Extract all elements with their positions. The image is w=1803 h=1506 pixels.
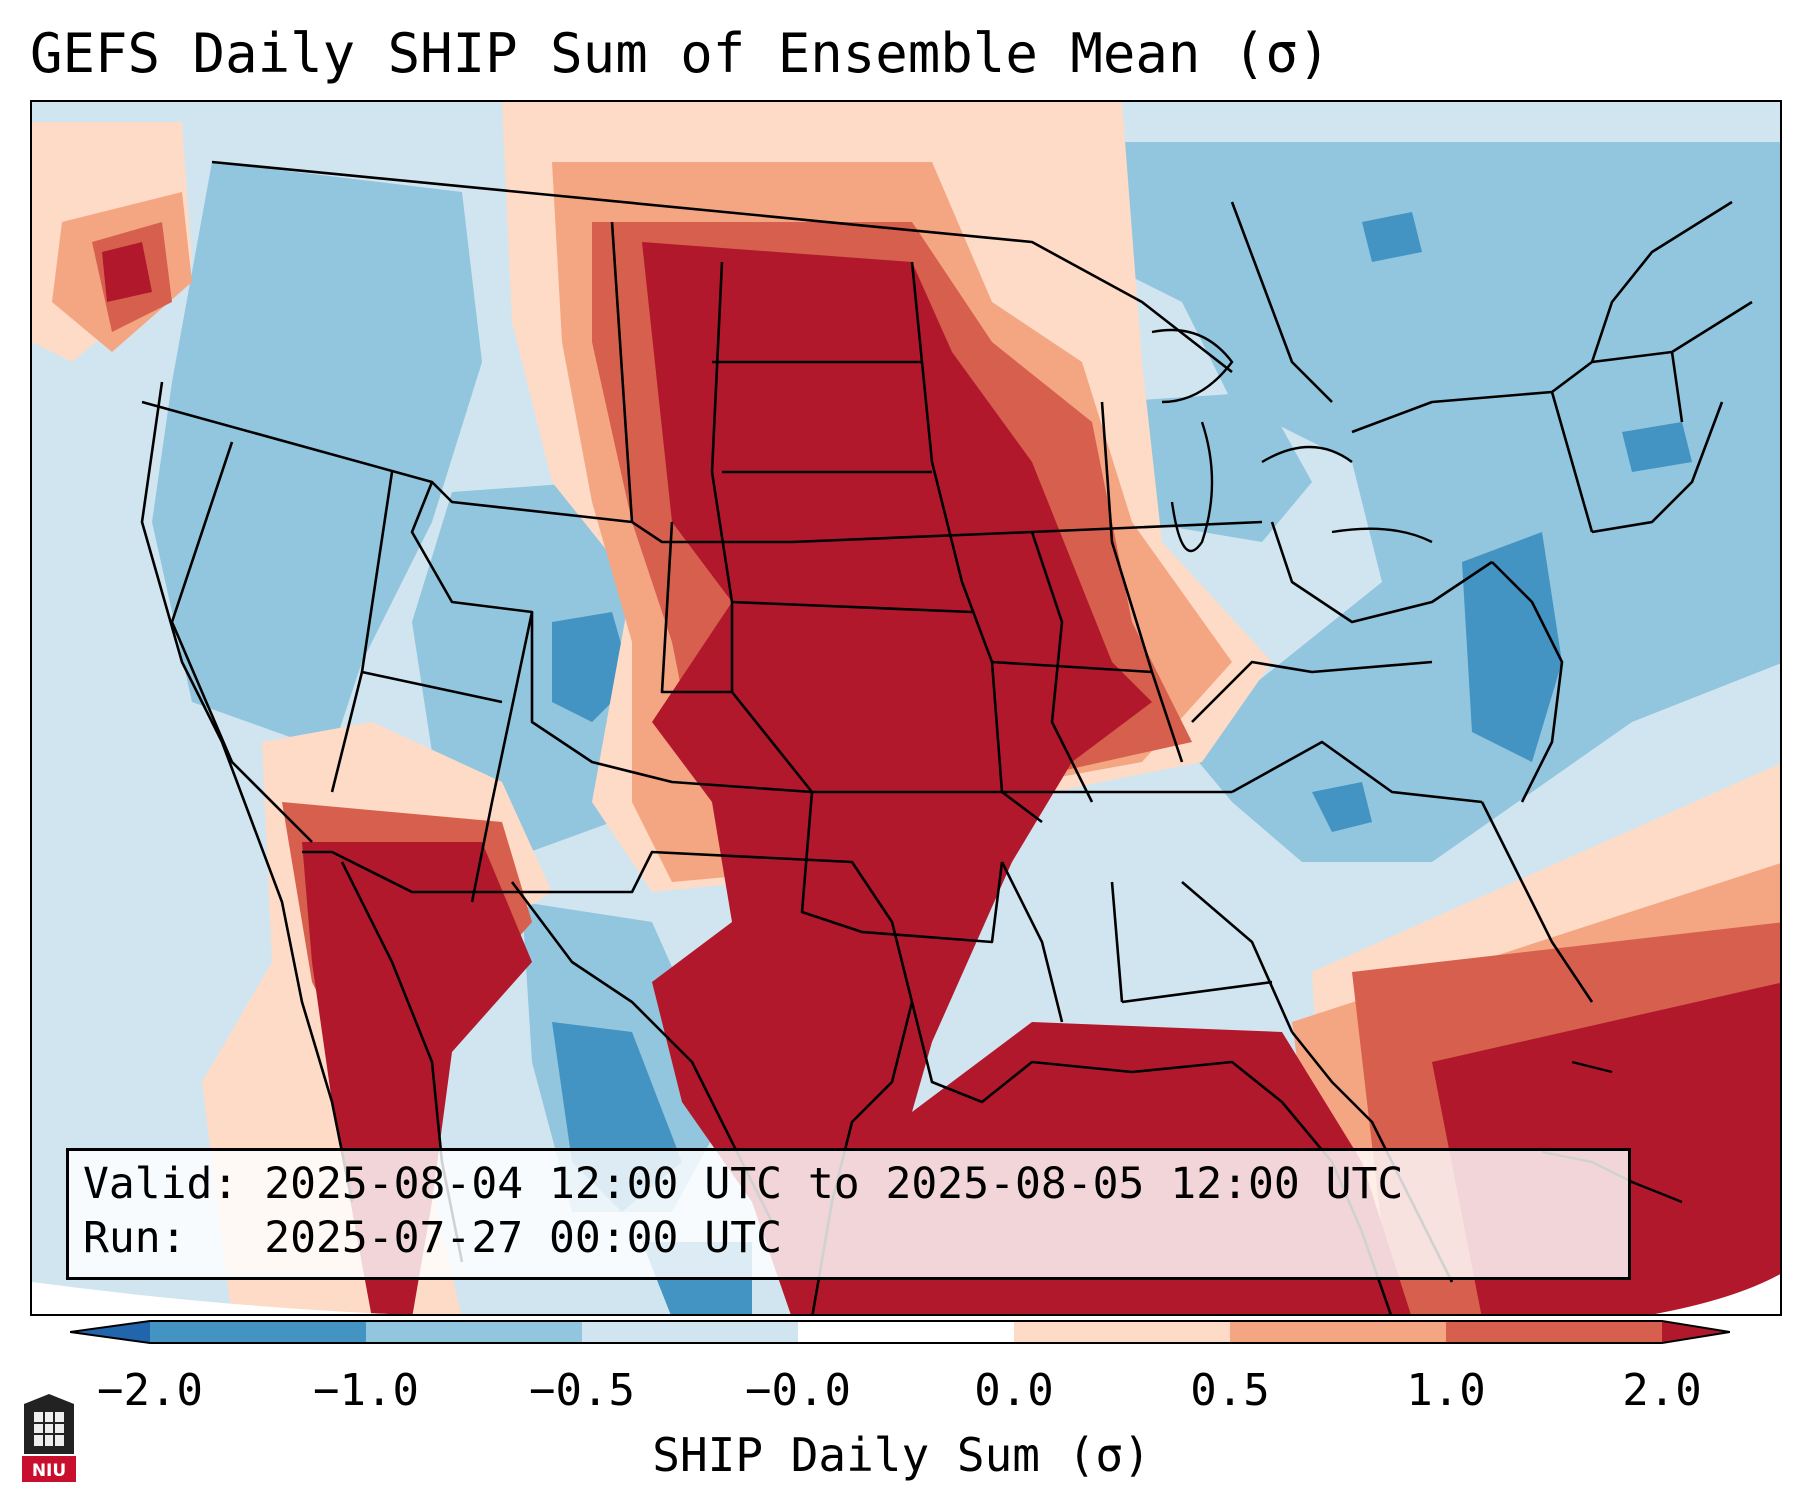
cbar-seg (366, 1321, 582, 1343)
niu-logo-icon: NIU (22, 1394, 76, 1482)
cbar-tick: 1.0 (1406, 1365, 1486, 1416)
cbar-seg (1230, 1321, 1446, 1343)
cbar-extend-low (70, 1321, 150, 1343)
valid-line: Valid: 2025-08-04 12:00 UTC to 2025-08-0… (83, 1159, 1404, 1209)
cbar-seg (150, 1321, 366, 1343)
above-normal-areas (32, 102, 1780, 1314)
cbar-tick: −0.0 (745, 1365, 851, 1416)
ship-map (32, 102, 1780, 1314)
colorbar (70, 1320, 1730, 1344)
cbar-tick: 2.0 (1622, 1365, 1702, 1416)
cbar-tick: 0.0 (974, 1365, 1054, 1416)
run-line: Run: 2025-07-27 00:00 UTC (83, 1213, 782, 1263)
cbar-tick: 0.5 (1190, 1365, 1270, 1416)
cbar-extend-high (1662, 1321, 1730, 1343)
colorbar-label: SHIP Daily Sum (σ) (652, 1428, 1151, 1482)
colorbar-ticks: −2.0 −1.0 −0.5 −0.0 0.0 0.5 1.0 2.0 (0, 1365, 1803, 1416)
map-panel[interactable] (30, 100, 1782, 1316)
cbar-tick: −2.0 (97, 1365, 203, 1416)
cbar-tick: −1.0 (313, 1365, 419, 1416)
cbar-seg (798, 1321, 1014, 1343)
page-title: GEFS Daily SHIP Sum of Ensemble Mean (σ) (30, 22, 1331, 85)
cbar-seg (1446, 1321, 1662, 1343)
cbar-seg (1014, 1321, 1230, 1343)
valid-time-box: Valid: 2025-08-04 12:00 UTC to 2025-08-0… (66, 1148, 1631, 1280)
cbar-tick: −0.5 (529, 1365, 635, 1416)
logo-text: NIU (32, 1461, 66, 1481)
cbar-seg (582, 1321, 798, 1343)
